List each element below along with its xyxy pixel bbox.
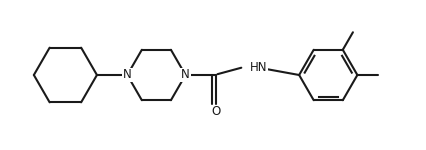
- Text: O: O: [211, 105, 221, 118]
- Text: N: N: [123, 69, 132, 81]
- Text: HN: HN: [250, 61, 268, 74]
- Text: N: N: [181, 69, 190, 81]
